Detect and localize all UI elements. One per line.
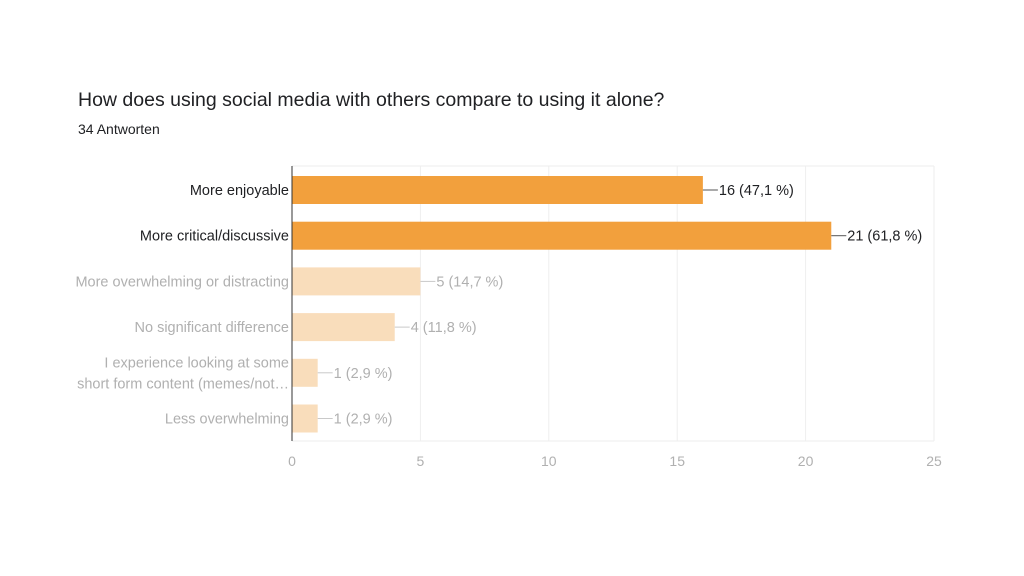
data-label: 5 (14,7 %): [436, 274, 503, 290]
bar: [292, 176, 703, 204]
data-label: 21 (61,8 %): [847, 229, 922, 245]
category-label: No significant difference: [135, 320, 290, 336]
x-tick-label: 15: [669, 453, 685, 469]
response-count: 34 Antworten: [78, 121, 160, 137]
x-tick-label: 25: [926, 453, 942, 469]
x-tick-label: 5: [417, 453, 425, 469]
data-label: 1 (2,9 %): [334, 412, 393, 428]
x-tick-label: 10: [541, 453, 557, 469]
bar: [292, 267, 421, 296]
bar: [292, 358, 318, 387]
chart-title: How does using social media with others …: [78, 89, 665, 111]
bar: [292, 404, 318, 433]
bar: [292, 313, 395, 342]
x-tick-label: 0: [288, 453, 296, 469]
category-label: More critical/discussive: [140, 229, 289, 245]
x-tick-label: 20: [798, 453, 814, 469]
category-label: short form content (memes/not…: [77, 376, 289, 392]
category-label: More enjoyable: [190, 183, 289, 199]
data-label: 1 (2,9 %): [334, 366, 393, 382]
category-label: I experience looking at some: [104, 355, 289, 371]
data-label: 4 (11,8 %): [411, 320, 477, 336]
category-label: Less overwhelming: [165, 412, 289, 428]
category-label: More overwhelming or distracting: [75, 274, 289, 290]
bar: [292, 221, 832, 250]
data-label: 16 (47,1 %): [719, 183, 794, 199]
